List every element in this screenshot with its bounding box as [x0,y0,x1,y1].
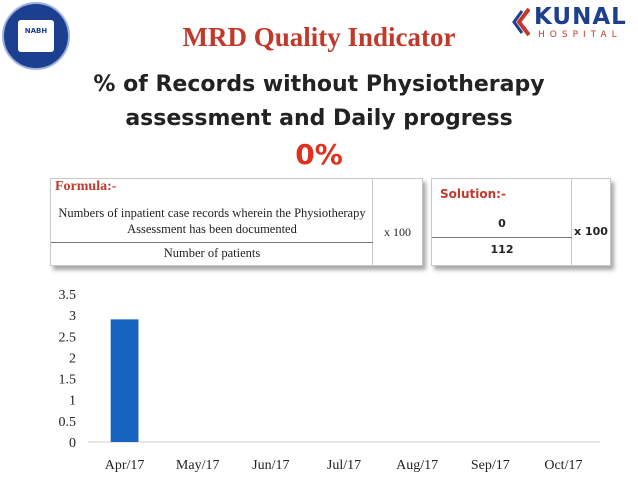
logo-mark-icon [512,8,530,36]
y-tick-label: 3.5 [59,288,77,303]
solution-label: Solution:- [440,187,506,201]
logo-subtext: HOSPITAL [538,30,622,40]
solution-denominator: 112 [490,243,514,256]
page-title: MRD Quality Indicator [182,22,456,52]
solution-fraction-cell: Solution:- 0 112 [432,179,572,265]
y-tick-label: 0 [69,436,76,451]
subtitle-line-2: assessment and Daily progress [125,106,513,131]
x-tick-label: May/17 [176,458,220,473]
x-tick-label: Jun/17 [252,458,289,473]
formula-denominator: Number of patients [163,246,261,260]
logo-word: KUNAL [534,4,627,30]
subtitle-line-1: % of Records without Physiotherapy [93,72,545,97]
formula-label: Formula:- [55,179,117,194]
x-tick-label: Jul/17 [327,458,361,473]
solution-multiplier-cell: x 100 [572,179,610,265]
solution-box: Solution:- 0 112 x 100 [431,178,611,266]
y-tick-label: 2.5 [59,330,77,345]
y-tick-label: 2 [69,351,76,366]
x-tick-label: Aug/17 [396,458,438,473]
formula-multiplier: x 100 [384,225,411,239]
y-axis: 0 0.5 1 1.5 2 2.5 3 3.5 [59,288,77,451]
bar-chart: 0 0.5 1 1.5 2 2.5 3 3.5 Apr/17 May/17 Jun/17 Jul/1… [59,288,600,473]
y-tick-label: 1.5 [59,373,77,388]
bars-group [110,319,139,442]
formula-box: Formula:- Numbers of inpatient case reco… [50,178,423,266]
nabh-seal-logo: NABH [2,2,70,70]
formula-divider [51,242,373,243]
formula-numerator: Numbers of inpatient case records wherei… [58,206,366,236]
page-subtitle: % of Records without Physiotherapy asses… [20,68,618,136]
solution-numerator: 0 [498,217,506,230]
nabh-seal-center: NABH [18,20,54,52]
x-axis: Apr/17 May/17 Jun/17 Jul/17 Aug/17 Sep/17 Oct/… [105,458,583,473]
formula-multiplier-cell: x 100 [373,179,422,265]
x-tick-label: Apr/17 [105,458,145,473]
result-percentage: 0% [295,138,343,171]
y-tick-label: 1 [69,394,76,409]
solution-multiplier: x 100 [574,225,608,238]
y-tick-label: 0.5 [59,415,77,430]
y-tick-label: 3 [69,309,76,324]
bar-apr-17 [110,319,139,442]
nabh-seal-text: NABH [24,27,48,35]
kunal-hospital-logo: KUNAL HOSPITAL [512,4,630,46]
solution-divider [432,237,572,238]
x-tick-label: Sep/17 [471,458,510,473]
formula-fraction-cell: Formula:- Numbers of inpatient case reco… [51,179,373,265]
x-tick-label: Oct/17 [544,458,582,473]
